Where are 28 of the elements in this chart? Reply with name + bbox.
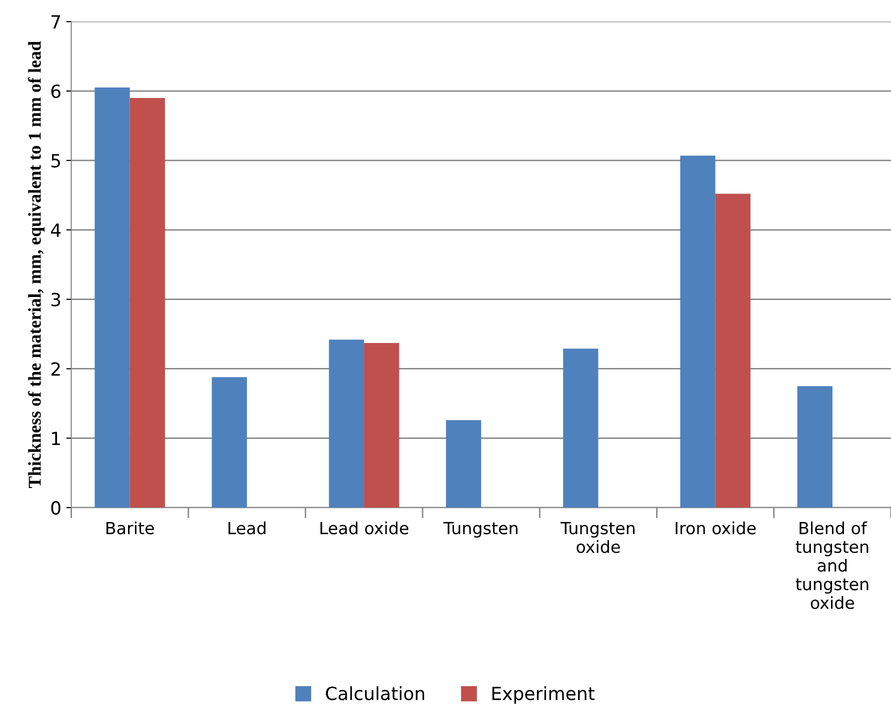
- bar: [680, 156, 716, 508]
- legend-label: Calculation: [326, 686, 424, 700]
- y-tick-label: 1: [52, 432, 60, 446]
- bar: [797, 386, 832, 508]
- bar: [563, 348, 598, 508]
- bar: [212, 377, 247, 508]
- bar: [130, 98, 165, 508]
- bar: [94, 88, 130, 508]
- legend-label: Experiment: [492, 686, 595, 704]
- y-axis-title: Thickness of the material, mm, equivalent to 1 mm of lead: [28, 41, 45, 488]
- y-tick-label: 6: [51, 84, 60, 98]
- bar: [446, 420, 482, 508]
- x-tick-label: Tungsten oxide: [560, 522, 635, 554]
- x-tick-label: Barite: [106, 521, 154, 534]
- bar: [715, 194, 750, 508]
- bar: [364, 343, 400, 508]
- x-tick-label: Iron oxide: [676, 521, 756, 534]
- x-tick-label: Blend of tungsten and tungsten oxide: [796, 521, 868, 610]
- y-tick-label: 5: [51, 154, 60, 168]
- y-tick-label: 3: [51, 292, 60, 306]
- bar: [328, 340, 364, 508]
- y-tick-label: 4: [50, 224, 61, 237]
- x-tick-label: Tungsten: [443, 522, 518, 538]
- x-tick-label: Lead oxide: [320, 521, 408, 534]
- y-tick-label: 2: [51, 362, 60, 376]
- x-tick-label: Lead: [228, 521, 266, 534]
- y-tick-label: 0: [51, 501, 60, 515]
- y-tick-label: 7: [52, 15, 60, 28]
